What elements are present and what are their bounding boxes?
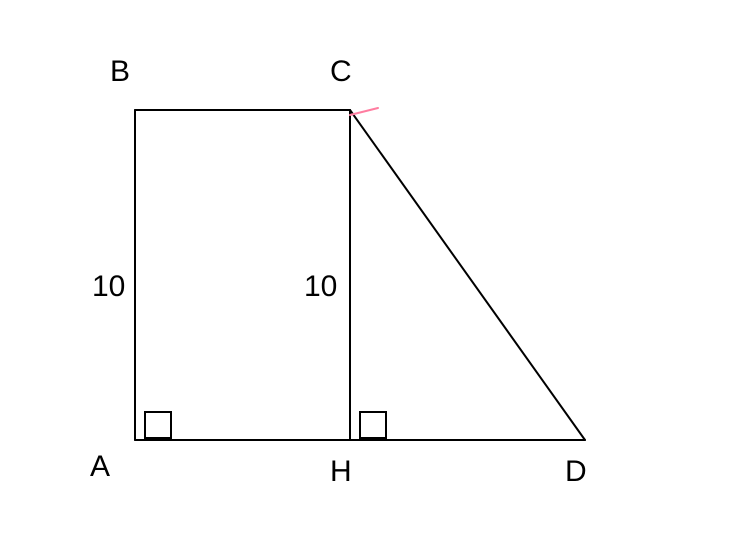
geometry-diagram: A B C H D 10 10 [0,0,730,550]
edges-group [135,110,585,440]
edge-label-ch: 10 [304,270,337,304]
point-label-h: H [330,455,352,489]
point-label-b: B [110,55,130,89]
point-label-d: D [565,455,587,489]
accent-mark [350,108,378,115]
edge-label-ab: 10 [92,270,125,304]
point-label-c: C [330,55,352,89]
point-label-a: A [90,450,110,484]
